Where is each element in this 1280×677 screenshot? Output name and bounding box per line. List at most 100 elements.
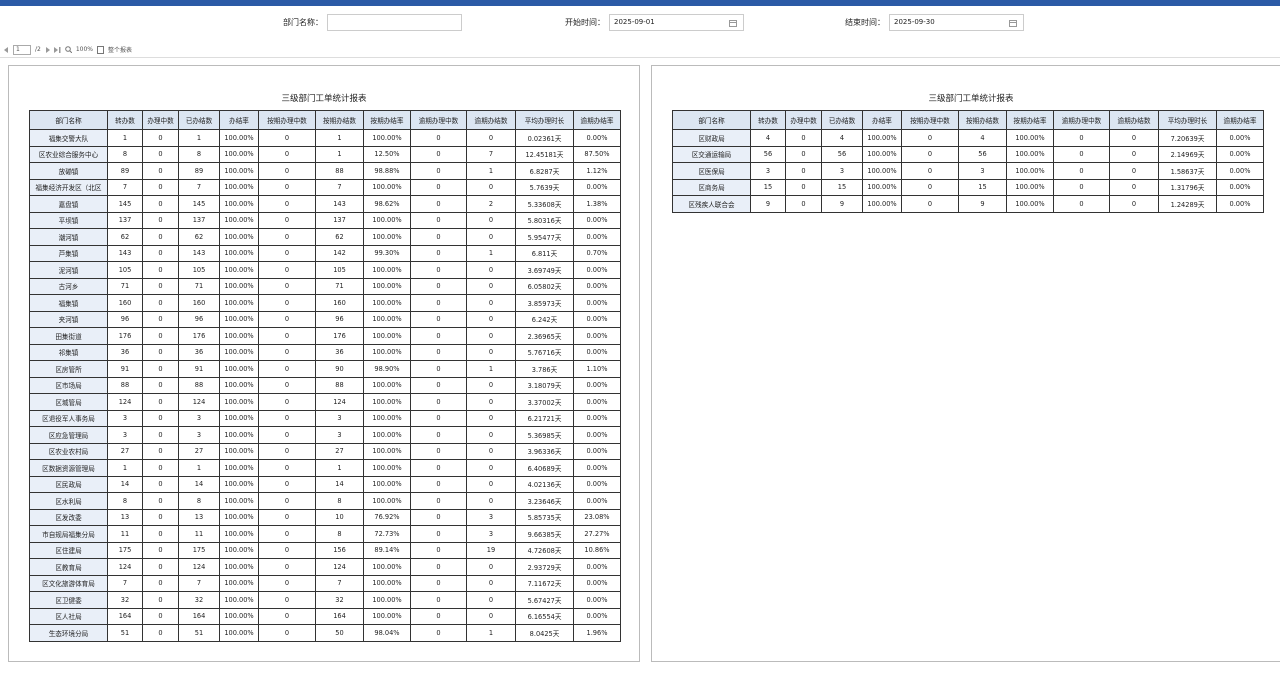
data-row: 区教育局 124 0 124 100.00% 0 124 100.00% 0 0 2.93729天 0…: [29, 558, 621, 576]
zoom-icon[interactable]: [65, 46, 72, 53]
cell: 0.00%: [573, 277, 621, 295]
view-mode[interactable]: 整个报表: [108, 47, 133, 54]
cell: 区应急管理局: [29, 426, 108, 444]
cell: 0: [466, 277, 516, 295]
cell: 7: [107, 574, 143, 592]
cell: 51: [178, 624, 220, 642]
cell: 100.00%: [219, 310, 259, 328]
cell: 124: [178, 558, 220, 576]
cell: 145: [178, 195, 220, 213]
cell: 0: [142, 442, 179, 460]
cell: 98.62%: [363, 195, 411, 213]
cell: 0: [142, 541, 179, 559]
cell: 0: [466, 442, 516, 460]
cell: 0: [258, 558, 316, 576]
toolbar: 1 /2 100% 整个报表: [0, 42, 1280, 58]
cell: 0: [258, 442, 316, 460]
cell: 160: [178, 294, 220, 312]
cell: 0: [466, 574, 516, 592]
end-input[interactable]: 2025-09-30: [889, 13, 1024, 31]
cell: 0: [466, 492, 516, 510]
cell: 嘉盘镇: [29, 195, 108, 213]
cell: 6.40689天: [515, 459, 574, 477]
cell: 100.00%: [219, 228, 259, 246]
cell: 0: [466, 459, 516, 477]
cell: 100.00%: [219, 343, 259, 361]
next-page[interactable]: [45, 46, 50, 53]
cell: 0: [466, 393, 516, 411]
cell: 0: [258, 624, 316, 642]
cell: 0: [466, 475, 516, 493]
cell: 176: [315, 327, 364, 345]
data-row: 区水利局 8 0 8 100.00% 0 8 100.00% 0 0 3.23646天 0.00%: [29, 492, 621, 510]
cell: 15: [750, 178, 786, 196]
cell: 12.45181天: [515, 145, 574, 163]
zoom[interactable]: 100%: [75, 46, 93, 53]
cell: 1: [107, 459, 143, 477]
data-row: 嘉盘镇 145 0 145 100.00% 0 143 98.62% 0 2 5.33608天 1.3…: [29, 195, 621, 213]
cell: 0: [410, 492, 467, 510]
cell: 8: [315, 492, 364, 510]
data-row: 区卫健委 32 0 32 100.00% 0 32 100.00% 0 0 5.67427天 0.00…: [29, 591, 621, 609]
cell: 124: [315, 558, 364, 576]
data-row: 区农业综合服务中心 8 0 8 100.00% 0 1 12.50% 0 7 12.45181天 87…: [29, 145, 621, 163]
cell: 100.00%: [219, 211, 259, 229]
cell: 0: [258, 459, 316, 477]
data-row: 古河乡 71 0 71 100.00% 0 71 100.00% 0 0 6.05802天 0.00%: [29, 277, 621, 295]
cell: 98.04%: [363, 624, 411, 642]
cell: 156: [315, 541, 364, 559]
cell: 0: [142, 624, 179, 642]
cell: 98.88%: [363, 162, 411, 180]
cell: 区水利局: [29, 492, 108, 510]
cell: 91: [178, 360, 220, 378]
cell: 1: [466, 360, 516, 378]
cell: 100.00%: [862, 129, 902, 147]
prev-page[interactable]: [4, 46, 9, 53]
data-row: 区发改委 13 0 13 100.00% 0 10 76.92% 0 3 5.85735天 23.08…: [29, 508, 621, 526]
cell: 10.86%: [573, 541, 621, 559]
cell: 0: [142, 492, 179, 510]
cell: 0.70%: [573, 244, 621, 262]
cell: 0: [258, 145, 316, 163]
cell: 2.93729天: [515, 558, 574, 576]
data-row: 区商务局 15 0 15 100.00% 0 15 100.00% 0 0 1.31796天 0.00…: [672, 178, 1264, 196]
view-icon[interactable]: [97, 45, 104, 54]
data-row: 夹河镇 96 0 96 100.00% 0 96 100.00% 0 0 6.242天 0.00%: [29, 310, 621, 328]
cell: 100.00%: [363, 129, 411, 147]
page-input[interactable]: 1: [13, 44, 31, 55]
cell: 100.00%: [363, 574, 411, 592]
cell: 13: [107, 508, 143, 526]
cell: 区财政局: [672, 129, 751, 147]
last-page[interactable]: [53, 46, 61, 53]
cell: 0: [901, 145, 959, 163]
cell: 1: [178, 459, 220, 477]
cell: 137: [315, 211, 364, 229]
cell: 0: [410, 393, 467, 411]
cell: 3: [315, 426, 364, 444]
cell: 62: [178, 228, 220, 246]
cell: 5.67427天: [515, 591, 574, 609]
header-cell: 按期办结率: [1006, 110, 1054, 130]
cell: 96: [178, 310, 220, 328]
cell: 区卫健委: [29, 591, 108, 609]
cell: 0: [258, 211, 316, 229]
cell: 0.00%: [573, 343, 621, 361]
cell: 0: [142, 360, 179, 378]
cell: 0: [466, 310, 516, 328]
dept-input[interactable]: [327, 13, 462, 31]
cell: 0: [1053, 178, 1110, 196]
cell: 100.00%: [363, 277, 411, 295]
cell: 0: [142, 228, 179, 246]
cell: 3: [466, 525, 516, 543]
cell: 87.50%: [573, 145, 621, 163]
cell: 100.00%: [1006, 145, 1054, 163]
cell: 1: [178, 129, 220, 147]
start-input[interactable]: 2025-09-01: [609, 13, 744, 31]
cell: 100.00%: [363, 310, 411, 328]
cell: 100.00%: [363, 376, 411, 394]
cell: 0: [410, 343, 467, 361]
cell: 72.73%: [363, 525, 411, 543]
header-cell: 部门名称: [29, 110, 108, 130]
cell: 3.85973天: [515, 294, 574, 312]
cell: 0.00%: [573, 393, 621, 411]
